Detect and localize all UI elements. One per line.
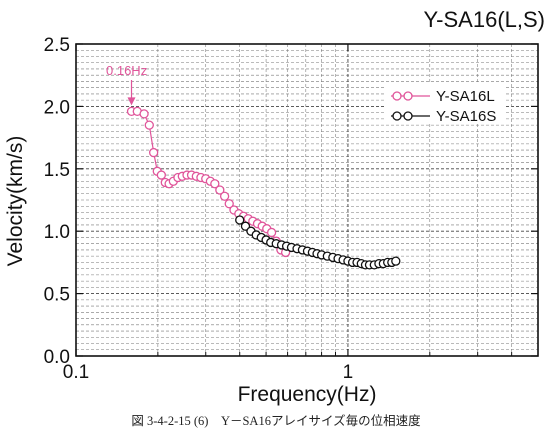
frequency-annotation: 0.16Hz: [106, 63, 147, 106]
data-point: [139, 109, 149, 119]
data-point: [149, 147, 159, 158]
y-tick-label: 0.5: [44, 285, 70, 306]
series-Y-SA16L: [126, 106, 291, 258]
data-point: [391, 256, 401, 266]
y-tick-label: 0.0: [44, 347, 70, 368]
series-layer: [126, 106, 401, 270]
figure-caption: 図 3-4-2-15 (6) Y－SA16アレイサイズ毎の位相速度: [131, 414, 421, 428]
legend-marker-l: [403, 91, 413, 101]
y-tick-label: 2.0: [44, 97, 70, 118]
annotation-label: 0.16Hz: [106, 63, 147, 78]
legend-marker-s: [403, 111, 413, 121]
x-tick-label: 1: [343, 362, 354, 383]
legend: Y-SA16L Y-SA16S: [385, 83, 505, 125]
data-point: [210, 179, 220, 189]
legend-label-s: Y-SA16S: [436, 108, 496, 125]
data-point: [224, 199, 234, 209]
plot-frame: [75, 43, 539, 357]
data-point: [156, 170, 166, 180]
data-point: [215, 185, 225, 195]
data-point: [219, 191, 230, 201]
axis-ticks: 0.0 0.5 1.0 1.5 2.0 2.5 0.1 1: [44, 35, 538, 383]
data-point: [266, 227, 277, 238]
y-tick-label: 1.5: [44, 160, 70, 181]
y-tick-label: 2.5: [44, 35, 70, 56]
chart-title: Y-SA16(L,S): [424, 7, 545, 32]
series-Y-SA16S: [235, 215, 401, 270]
x-axis-label: Frequency(Hz): [238, 383, 377, 406]
data-point: [235, 215, 245, 225]
legend-marker-s: [392, 111, 402, 121]
data-point: [144, 120, 154, 130]
legend-marker-l: [392, 91, 402, 101]
x-tick-label: 0.1: [63, 362, 89, 383]
annotation-arrow-head: [127, 97, 136, 106]
y-tick-label: 1.0: [44, 222, 70, 243]
y-axis-label: Velocity(km/s): [4, 136, 27, 267]
legend-label-l: Y-SA16L: [436, 88, 495, 105]
